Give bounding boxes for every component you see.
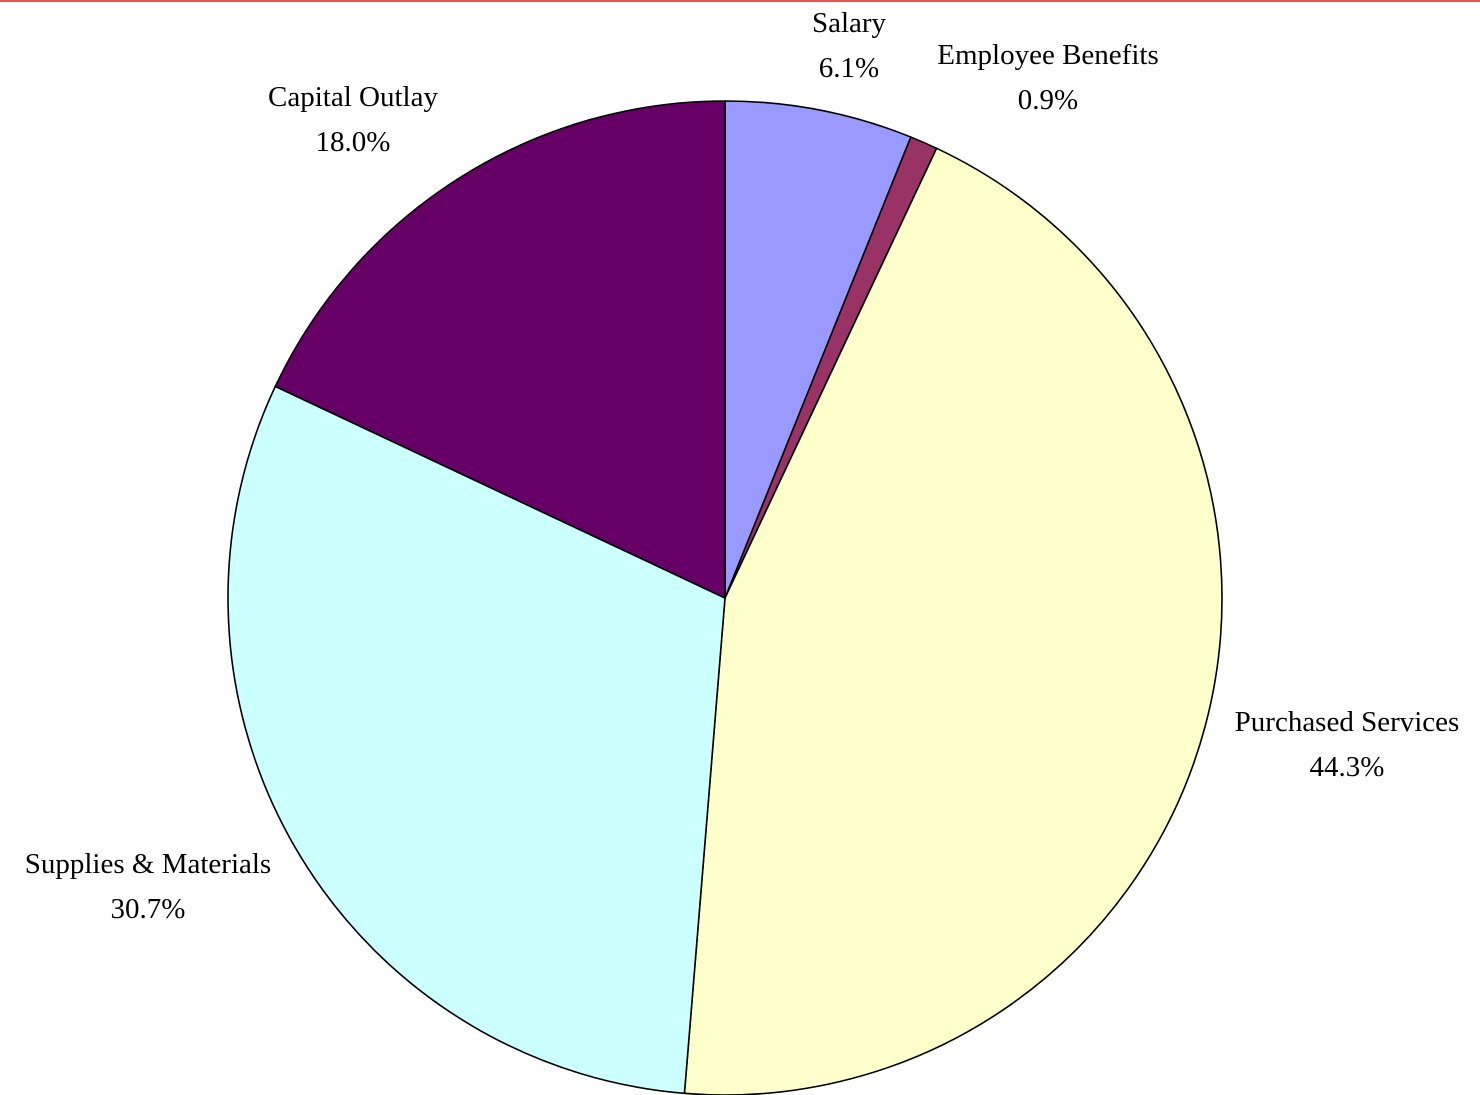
pie-slice-purchased-services: [683, 147, 1223, 1095]
slice-label: Employee Benefits: [937, 39, 1158, 71]
slice-label: Purchased Services: [1235, 706, 1460, 738]
slice-value-label: 0.9%: [1018, 84, 1078, 116]
slice-value-label: 30.7%: [111, 893, 186, 925]
slice-label: Supplies & Materials: [25, 848, 271, 880]
slice-value-label: 44.3%: [1310, 751, 1385, 783]
slice-value-label: 6.1%: [819, 52, 879, 84]
slices-group: [227, 100, 1223, 1095]
pie-slice-salary: [724, 100, 912, 599]
labels-group: Salary 6.1% Employee Benefits 0.9% Purchased…: [25, 7, 1460, 925]
slice-value-label: 18.0%: [316, 126, 391, 158]
pie-slice-supplies-materials: [227, 385, 726, 1095]
top-border-line: [0, 0, 1480, 2]
slice-label: Capital Outlay: [268, 81, 438, 113]
slice-label: Salary: [812, 7, 887, 39]
pie-slice-capital-outlay: [274, 100, 726, 600]
